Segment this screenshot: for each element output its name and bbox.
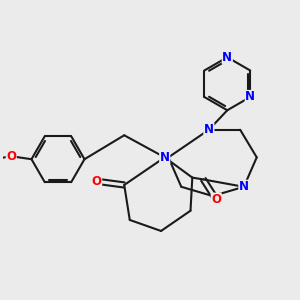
Text: O: O — [92, 175, 102, 188]
Text: N: N — [222, 51, 232, 64]
Text: N: N — [160, 151, 170, 164]
Text: N: N — [239, 180, 249, 193]
Text: O: O — [6, 150, 16, 163]
Text: O: O — [211, 193, 221, 206]
Text: N: N — [245, 91, 255, 103]
Text: N: N — [204, 123, 214, 136]
